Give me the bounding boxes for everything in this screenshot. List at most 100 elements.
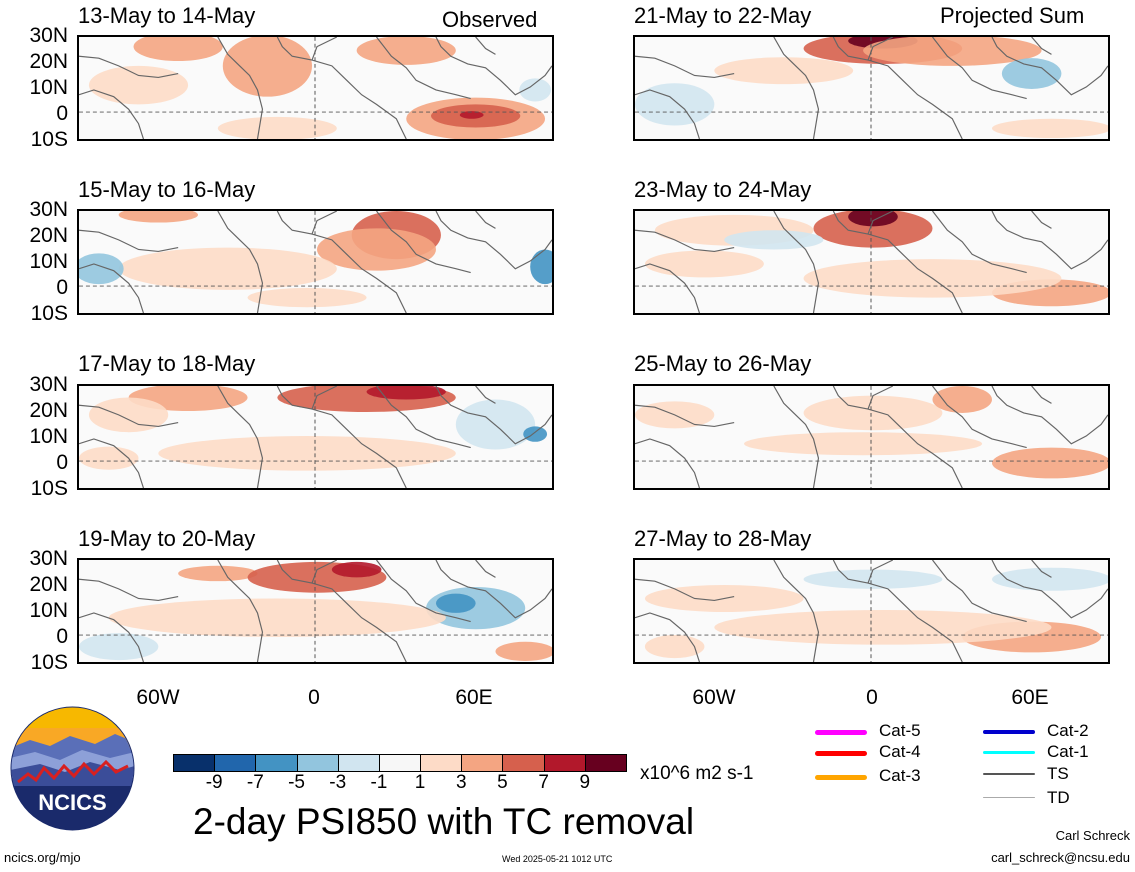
lat-tick: 10N	[29, 599, 68, 622]
colorbar-swatch	[214, 754, 257, 772]
map-field	[79, 386, 552, 488]
colorbar-swatch	[461, 754, 504, 772]
colorbar-tick-label: -3	[329, 772, 347, 793]
footer-url[interactable]: ncics.org/mjo	[4, 850, 81, 865]
lat-tick: 10S	[30, 128, 68, 151]
lat-tick: 10N	[29, 425, 68, 448]
colorbar-swatch	[378, 754, 422, 772]
lon-tick-left: 0	[308, 686, 320, 709]
legend-swatch	[815, 730, 867, 735]
psi-contour	[222, 37, 313, 97]
colorbar-tick-label: 3	[455, 772, 467, 793]
map-panel-observed-2	[77, 209, 554, 315]
lat-tick: 20N	[29, 573, 68, 596]
panel-date-observed-2: 15-May to 16-May	[78, 177, 256, 202]
psi-contour	[932, 386, 992, 413]
lat-tick: 10N	[29, 250, 68, 273]
psi-contour	[724, 230, 824, 250]
panel-date-projected-4: 27-May to 28-May	[634, 526, 812, 551]
psi-contour	[118, 247, 337, 290]
psi-contour	[991, 118, 1108, 139]
lat-tick: 0	[56, 451, 68, 474]
psi-contour	[744, 432, 983, 456]
psi-contour	[714, 57, 854, 85]
lat-tick: 30N	[29, 198, 68, 221]
colorbar-tick-label: 7	[538, 772, 549, 793]
lon-tick-right: 60W	[692, 686, 736, 709]
psi-contour	[435, 593, 476, 613]
colorbar-tick-label: 9	[579, 772, 591, 793]
lat-tick: 0	[56, 102, 68, 125]
coastline	[79, 211, 552, 313]
lat-tick: 10S	[30, 651, 68, 674]
lat-tick: 30N	[29, 373, 68, 396]
observed-label: Observed	[442, 7, 538, 32]
colorbar-tick-label: -9	[205, 772, 223, 793]
lat-tick: 10S	[30, 302, 68, 325]
psi-contour	[863, 37, 1042, 66]
legend-swatch	[983, 797, 1035, 798]
ncics-logo-graphic: NCICS	[10, 706, 135, 831]
psi-contour	[158, 436, 456, 471]
logo-text: NCICS	[38, 790, 106, 815]
colorbar-swatch	[173, 754, 216, 772]
legend-swatch	[815, 775, 867, 780]
footer-email[interactable]: carl_schreck@ncsu.edu	[991, 850, 1130, 865]
legend-label: TD	[1047, 788, 1070, 807]
psi-contour	[118, 211, 198, 223]
psi-contour	[356, 37, 456, 65]
psi-contour	[523, 426, 548, 442]
panel-date-projected-1: 21-May to 22-May	[634, 3, 812, 28]
lon-tick-right: 0	[866, 686, 878, 709]
psi-contour	[991, 567, 1108, 591]
psi-contour	[635, 83, 715, 126]
panel-date-observed-4: 19-May to 20-May	[78, 526, 256, 551]
coastline	[635, 211, 1108, 313]
map-panel-observed-4	[77, 558, 554, 664]
panel-date-projected-2: 23-May to 24-May	[634, 177, 812, 202]
lat-tick: 20N	[29, 50, 68, 73]
lat-tick: 0	[56, 276, 68, 299]
psi-contour	[331, 561, 382, 578]
psi-contour	[459, 111, 484, 119]
psi-contour	[366, 386, 446, 400]
map-panel-observed-1	[77, 35, 554, 141]
lat-tick: 30N	[29, 547, 68, 570]
coastline	[635, 386, 1108, 488]
psi-contour	[803, 395, 943, 431]
footer-author: Carl Schreck	[1055, 828, 1130, 843]
legend-swatch	[983, 751, 1035, 754]
psi-contour	[803, 569, 943, 589]
coastline	[79, 386, 552, 488]
map-field	[635, 386, 1108, 488]
colorbar-swatch	[337, 754, 380, 772]
coastline	[79, 37, 552, 139]
legend-label: Cat-2	[1047, 721, 1089, 740]
psi-contour	[88, 397, 169, 433]
legend-swatch	[983, 773, 1035, 775]
coastline	[635, 560, 1108, 662]
psi-contour	[133, 37, 223, 62]
lat-tick: 30N	[29, 24, 68, 47]
lat-tick: 20N	[29, 224, 68, 247]
psi-contour	[217, 116, 337, 139]
psi-contour	[79, 633, 159, 661]
psi-contour	[530, 249, 552, 285]
map-panel-projected-4	[633, 558, 1110, 664]
coastline	[635, 37, 1108, 139]
lon-tick-right: 60E	[1011, 686, 1049, 709]
map-field	[635, 211, 1108, 313]
psi-contour	[644, 635, 705, 659]
lat-tick: 20N	[29, 399, 68, 422]
psi-contour	[991, 447, 1108, 479]
map-field	[79, 211, 552, 313]
lon-tick-left: 60E	[455, 686, 493, 709]
colorbar-swatch	[255, 754, 298, 772]
lat-tick: 10N	[29, 76, 68, 99]
colorbar-tick-label: -1	[370, 772, 388, 793]
psi-contour	[79, 253, 124, 285]
psi-contour	[714, 610, 1052, 645]
psi-contour	[247, 287, 367, 308]
psi-contour	[79, 446, 139, 470]
legend-swatch	[983, 730, 1035, 734]
